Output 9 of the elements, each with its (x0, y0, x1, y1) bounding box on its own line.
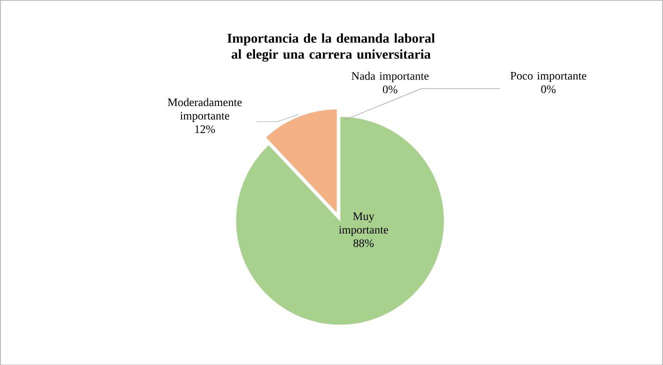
slice-label: Moderadamente importante (168, 98, 242, 122)
category-label: Nada importante (352, 72, 429, 82)
text: 0% (541, 85, 556, 93)
chart-title: Importancia de la demanda laboral al elegir una carrera universitaria (227, 33, 435, 62)
slice-label: Muy importante (338, 212, 388, 236)
category-label: Poco importante (510, 72, 586, 82)
data-label: 88% (353, 239, 374, 247)
data-label: 12% (195, 125, 215, 133)
text: 0% (382, 85, 398, 94)
